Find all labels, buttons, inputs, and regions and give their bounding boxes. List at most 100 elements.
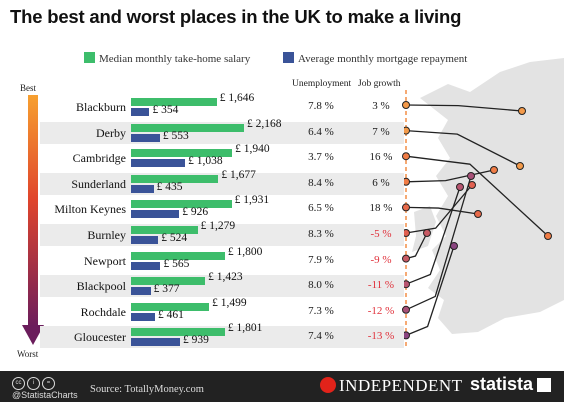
unemployment-value-derby: 6.4 % [308, 125, 334, 138]
connector-line [405, 175, 472, 311]
cc-license: cc i = @StatistaCharts [12, 376, 78, 400]
salary-bar-derby [131, 123, 244, 132]
mortgage-value-sunderland: £ 435 [156, 180, 183, 193]
map-city-dot [450, 242, 458, 250]
job-growth-value-milton-keynes: 18 % [369, 202, 393, 215]
salary-bar-blackpool [131, 277, 206, 286]
mortgage-bar-gloucester [131, 338, 180, 347]
mortgage-bar-blackpool [131, 287, 151, 296]
salary-value-blackpool: £ 1,423 [208, 271, 243, 284]
city-label-milton-keynes: Milton Keynes [54, 202, 126, 217]
city-label-rochdale: Rochdale [80, 304, 126, 319]
wales-shape [412, 206, 436, 252]
city-label-gloucester: Gloucester [74, 330, 126, 345]
legend-swatch-salary [84, 52, 95, 63]
mortgage-value-derby: £ 553 [162, 129, 189, 142]
independent-logo: INDEPENDENT [320, 376, 463, 396]
unemployment-value-sunderland: 8.4 % [308, 176, 334, 189]
unemployment-value-cambridge: 3.7 % [308, 151, 334, 164]
unemployment-value-burnley: 8.3 % [308, 228, 334, 240]
header-job-growth: Job growth [358, 79, 401, 89]
chart-title: The best and worst places in the UK to m… [10, 6, 462, 27]
legend-item-salary: Median monthly take-home salary [84, 52, 250, 65]
map-city-dot [423, 229, 431, 237]
salary-bar-cambridge [131, 149, 233, 158]
city-label-newport: Newport [84, 253, 126, 268]
job-growth-value-sunderland: 6 % [372, 176, 390, 189]
city-label-burnley: Burnley [87, 228, 126, 242]
job-growth-value-blackpool: -11 % [367, 279, 395, 292]
rank-dot [402, 254, 410, 263]
statista-credit: @StatistaCharts [12, 390, 78, 400]
city-label-sunderland: Sunderland [71, 176, 126, 191]
mortgage-value-gloucester: £ 939 [182, 334, 209, 347]
uk-map-shape [420, 58, 564, 334]
legend-swatch-mortgage [283, 52, 294, 63]
unemployment-value-blackpool: 8.0 % [308, 279, 334, 292]
salary-value-gloucester: £ 1,801 [227, 322, 263, 335]
job-growth-value-rochdale: -12 % [367, 304, 395, 317]
rank-worst-label: Worst [17, 349, 39, 359]
salary-value-sunderland: £ 1,677 [221, 168, 256, 181]
unemployment-value-newport: 7.9 % [308, 253, 334, 266]
mortgage-bar-milton-keynes [131, 210, 180, 219]
salary-bar-burnley [131, 226, 198, 234]
mortgage-bar-newport [131, 261, 161, 270]
salary-value-derby: £ 2,168 [247, 117, 282, 130]
map-city-dot [544, 232, 552, 240]
map-city-dot [518, 107, 526, 115]
map-city-dot [467, 172, 475, 180]
salary-value-newport: £ 1,800 [227, 245, 263, 258]
mortgage-value-milton-keynes: £ 926 [182, 206, 209, 219]
city-connectors [402, 101, 552, 340]
rank-dot [402, 152, 410, 161]
salary-bar-blackburn [131, 98, 217, 106]
rank-arrow-shaft [28, 95, 38, 327]
job-growth-value-newport: -9 % [370, 253, 392, 266]
job-growth-value-gloucester: -13 % [367, 330, 395, 343]
mortgage-value-cambridge: £ 1,038 [188, 155, 223, 168]
job-growth-value-cambridge: 16 % [369, 151, 393, 164]
city-label-blackpool: Blackpool [76, 279, 126, 294]
mortgage-value-rochdale: £ 461 [158, 308, 184, 321]
connector-line [405, 206, 479, 215]
map-city-dot [490, 166, 498, 174]
connector-line [405, 169, 495, 183]
mortgage-bar-burnley [131, 236, 159, 244]
mortgage-bar-cambridge [131, 159, 186, 168]
map-city-dot [456, 183, 464, 191]
unemployment-value-gloucester: 7.4 % [308, 330, 334, 343]
salary-value-rochdale: £ 1,499 [212, 296, 247, 309]
legend-label-salary: Median monthly take-home salary [99, 53, 251, 65]
rank-dot [402, 305, 410, 314]
connector-line [405, 245, 455, 337]
statista-mark-icon [537, 378, 552, 392]
mortgage-bar-rochdale [131, 312, 156, 321]
salary-bar-sunderland [131, 174, 219, 183]
cc-icon: cc [12, 377, 25, 390]
city-label-derby: Derby [96, 125, 126, 140]
salary-bar-rochdale [131, 302, 210, 311]
salary-bar-milton-keynes [131, 200, 232, 209]
unemployment-value-rochdale: 7.3 % [308, 304, 334, 317]
connector-line [405, 186, 461, 285]
map-city-dot [516, 162, 524, 170]
rank-best-label: Best [20, 83, 37, 93]
mortgage-value-newport: £ 565 [163, 257, 190, 270]
salary-bar-gloucester [131, 328, 225, 337]
eagle-icon [320, 377, 336, 393]
mortgage-value-blackburn: £ 354 [152, 104, 179, 116]
header-unemployment: Unemployment [292, 79, 352, 89]
mortgage-bar-blackburn [131, 108, 150, 116]
source-text: Source: TotallyMoney.com [90, 384, 204, 395]
map-city-dot [474, 210, 482, 218]
job-growth-value-blackburn: 3 % [372, 100, 390, 112]
rank-arrow-head [22, 325, 44, 345]
independent-wordmark: INDEPENDENT [339, 376, 463, 395]
statista-logo: statista [470, 374, 552, 395]
mortgage-bar-derby [131, 133, 160, 142]
connector-line [405, 104, 523, 112]
footer-bar [0, 371, 564, 402]
salary-value-milton-keynes: £ 1,931 [234, 194, 270, 207]
mortgage-value-burnley: £ 524 [161, 232, 188, 244]
